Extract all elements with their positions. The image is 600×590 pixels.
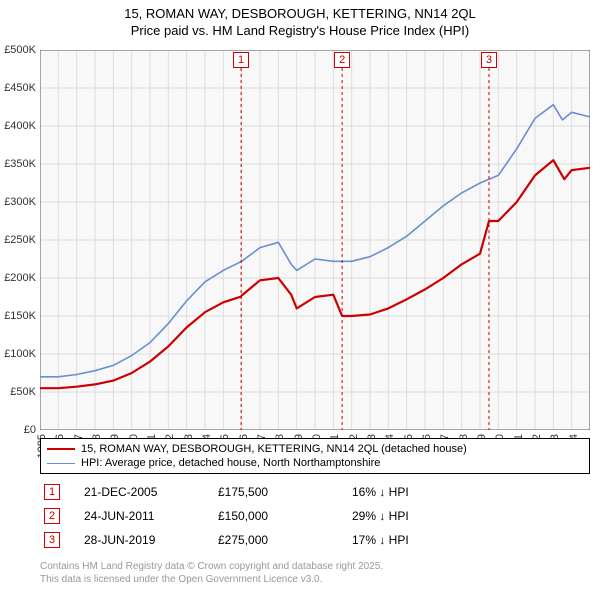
y-tick-label: £450K [4, 82, 36, 94]
sale-date: 28-JUN-2019 [84, 533, 194, 547]
plot-svg [40, 50, 590, 430]
legend: 15, ROMAN WAY, DESBOROUGH, KETTERING, NN… [40, 438, 590, 474]
plot-area: 1 2 3 [40, 50, 590, 430]
y-tick-label: £50K [10, 386, 36, 398]
chart-title: 15, ROMAN WAY, DESBOROUGH, KETTERING, NN… [0, 0, 600, 40]
y-tick-label: £500K [4, 44, 36, 56]
title-line-1: 15, ROMAN WAY, DESBOROUGH, KETTERING, NN… [0, 6, 600, 23]
sale-row-marker: 1 [44, 484, 60, 500]
sale-delta: 16% ↓ HPI [352, 485, 472, 499]
legend-label: 15, ROMAN WAY, DESBOROUGH, KETTERING, NN… [81, 443, 467, 455]
footer-attribution: Contains HM Land Registry data © Crown c… [40, 561, 383, 586]
legend-item: 15, ROMAN WAY, DESBOROUGH, KETTERING, NN… [47, 442, 583, 456]
sale-marker-3: 3 [481, 52, 497, 68]
footer-line-1: Contains HM Land Registry data © Crown c… [40, 561, 383, 574]
footer-line-2: This data is licensed under the Open Gov… [40, 574, 383, 587]
y-tick-label: £400K [4, 120, 36, 132]
legend-swatch [47, 463, 75, 464]
legend-swatch [47, 448, 75, 450]
legend-label: HPI: Average price, detached house, Nort… [81, 457, 380, 469]
y-tick-label: £100K [4, 348, 36, 360]
y-tick-label: £150K [4, 310, 36, 322]
sale-delta: 29% ↓ HPI [352, 509, 472, 523]
sales-table: 1 21-DEC-2005 £175,500 16% ↓ HPI 2 24-JUN-201… [40, 480, 590, 552]
y-tick-label: £0 [24, 424, 36, 436]
sale-price: £275,000 [218, 533, 328, 547]
sale-row-marker: 2 [44, 508, 60, 524]
legend-item: HPI: Average price, detached house, Nort… [47, 456, 583, 470]
sale-date: 21-DEC-2005 [84, 485, 194, 499]
chart-container: 15, ROMAN WAY, DESBOROUGH, KETTERING, NN… [0, 0, 600, 590]
sale-delta: 17% ↓ HPI [352, 533, 472, 547]
sale-marker-1: 1 [233, 52, 249, 68]
sale-row: 3 28-JUN-2019 £275,000 17% ↓ HPI [40, 528, 590, 552]
y-tick-label: £300K [4, 196, 36, 208]
sale-price: £175,500 [218, 485, 328, 499]
y-axis: £0£50K£100K£150K£200K£250K£300K£350K£400… [0, 50, 38, 430]
y-tick-label: £250K [4, 234, 36, 246]
sale-price: £150,000 [218, 509, 328, 523]
sale-row-marker: 3 [44, 532, 60, 548]
sale-marker-2: 2 [334, 52, 350, 68]
sale-row: 1 21-DEC-2005 £175,500 16% ↓ HPI [40, 480, 590, 504]
y-tick-label: £200K [4, 272, 36, 284]
title-line-2: Price paid vs. HM Land Registry's House … [0, 23, 600, 40]
sale-date: 24-JUN-2011 [84, 509, 194, 523]
sale-row: 2 24-JUN-2011 £150,000 29% ↓ HPI [40, 504, 590, 528]
y-tick-label: £350K [4, 158, 36, 170]
